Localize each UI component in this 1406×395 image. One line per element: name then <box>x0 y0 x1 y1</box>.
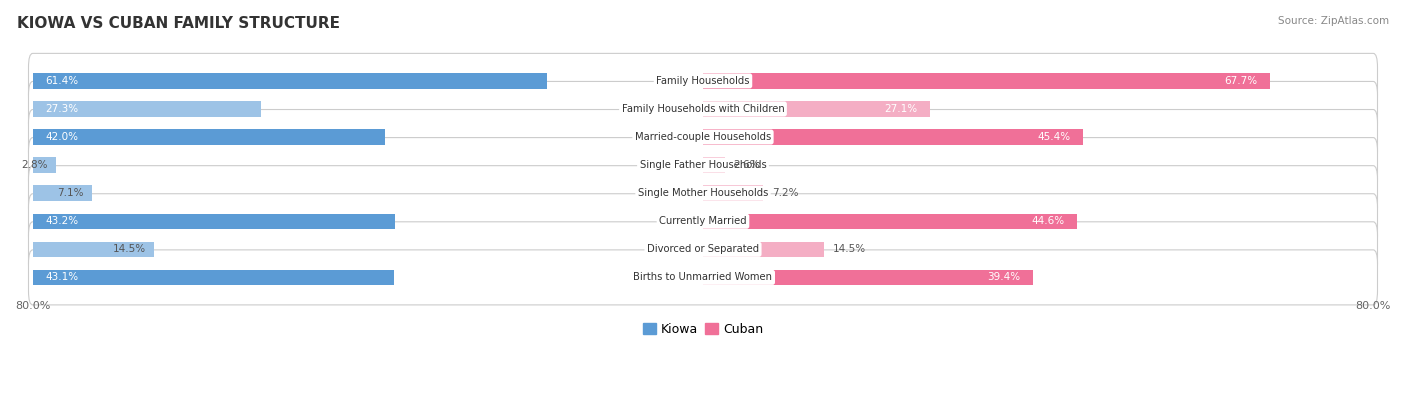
Bar <box>32 242 155 257</box>
FancyBboxPatch shape <box>28 81 1378 136</box>
FancyBboxPatch shape <box>28 137 1378 193</box>
Text: Family Households with Children: Family Households with Children <box>621 104 785 114</box>
Text: Births to Unmarried Women: Births to Unmarried Women <box>634 273 772 282</box>
Bar <box>703 242 824 257</box>
Bar <box>32 186 93 201</box>
Bar <box>32 157 56 173</box>
Text: Single Mother Households: Single Mother Households <box>638 188 768 198</box>
Bar <box>703 129 1084 145</box>
Bar <box>703 157 724 173</box>
Bar <box>703 73 1270 88</box>
FancyBboxPatch shape <box>28 194 1378 249</box>
Text: 39.4%: 39.4% <box>987 273 1021 282</box>
FancyBboxPatch shape <box>28 250 1378 305</box>
Text: 14.5%: 14.5% <box>832 245 866 254</box>
Text: 7.1%: 7.1% <box>58 188 84 198</box>
Bar <box>32 214 395 229</box>
Text: KIOWA VS CUBAN FAMILY STRUCTURE: KIOWA VS CUBAN FAMILY STRUCTURE <box>17 16 340 31</box>
Text: Source: ZipAtlas.com: Source: ZipAtlas.com <box>1278 16 1389 26</box>
Bar <box>703 186 763 201</box>
FancyBboxPatch shape <box>28 53 1378 108</box>
Text: 67.7%: 67.7% <box>1225 76 1258 86</box>
Text: Family Households: Family Households <box>657 76 749 86</box>
Legend: Kiowa, Cuban: Kiowa, Cuban <box>638 318 768 340</box>
Bar <box>703 270 1033 285</box>
Text: 7.2%: 7.2% <box>772 188 799 198</box>
Bar <box>32 73 547 88</box>
Text: 14.5%: 14.5% <box>112 245 146 254</box>
FancyBboxPatch shape <box>28 109 1378 165</box>
Text: 43.2%: 43.2% <box>45 216 79 226</box>
Text: 2.6%: 2.6% <box>733 160 759 170</box>
Text: 45.4%: 45.4% <box>1038 132 1071 142</box>
Text: Married-couple Households: Married-couple Households <box>636 132 770 142</box>
Text: 2.8%: 2.8% <box>21 160 48 170</box>
Text: Single Father Households: Single Father Households <box>640 160 766 170</box>
Text: 27.3%: 27.3% <box>45 104 79 114</box>
Text: 43.1%: 43.1% <box>45 273 79 282</box>
Text: 44.6%: 44.6% <box>1031 216 1064 226</box>
Bar <box>32 101 262 117</box>
FancyBboxPatch shape <box>28 222 1378 277</box>
Bar <box>703 101 929 117</box>
Bar <box>703 214 1077 229</box>
Text: 27.1%: 27.1% <box>884 104 918 114</box>
Text: 42.0%: 42.0% <box>45 132 79 142</box>
Bar <box>32 129 385 145</box>
Bar <box>32 270 394 285</box>
FancyBboxPatch shape <box>28 166 1378 221</box>
Text: Divorced or Separated: Divorced or Separated <box>647 245 759 254</box>
Text: 61.4%: 61.4% <box>45 76 79 86</box>
Text: Currently Married: Currently Married <box>659 216 747 226</box>
